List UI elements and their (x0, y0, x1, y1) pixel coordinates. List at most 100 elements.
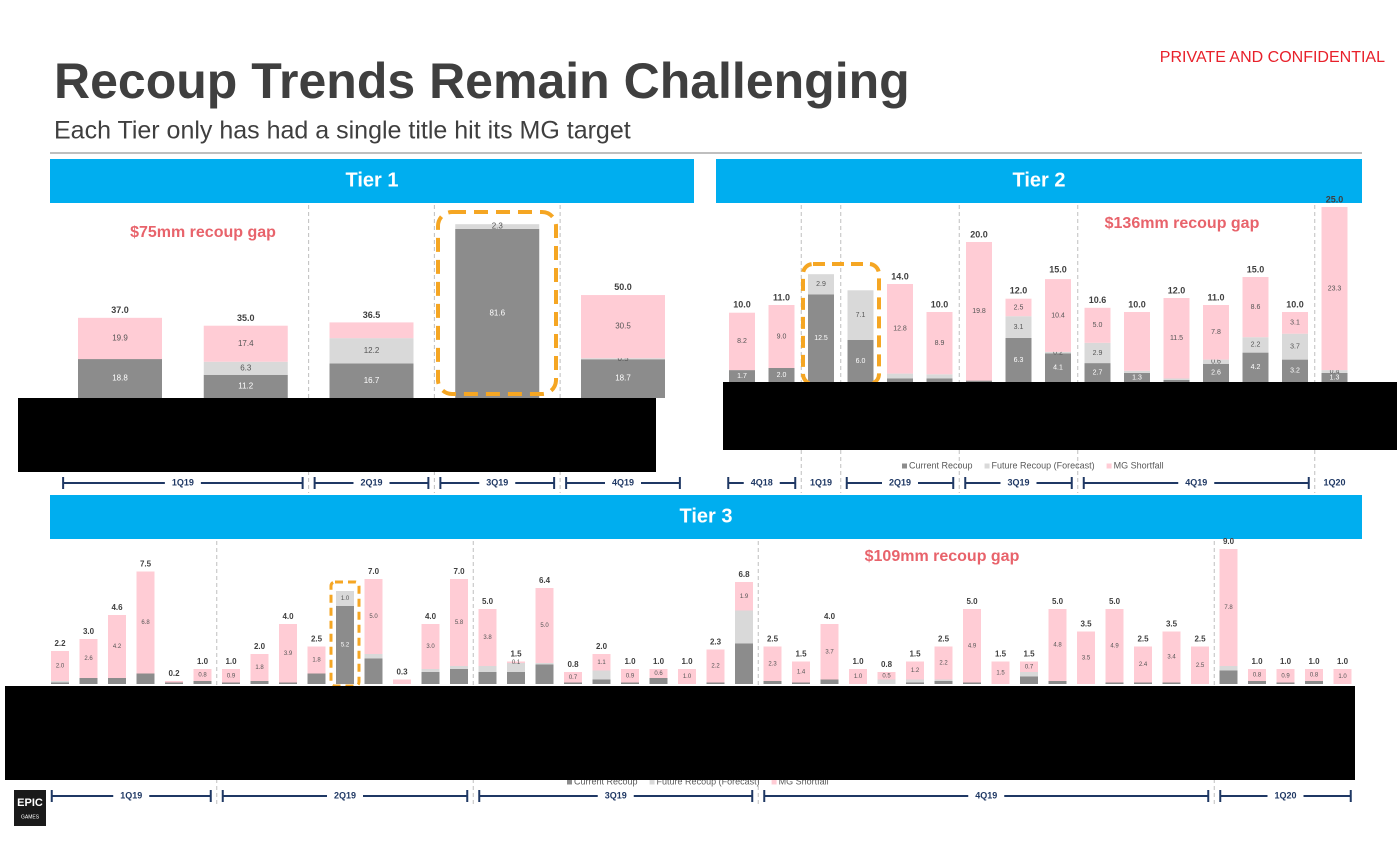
bar-segment (966, 380, 992, 382)
period-label-bg (164, 477, 201, 489)
segment-label: 19.8 (972, 308, 986, 315)
total-label: 11.0 (773, 292, 790, 302)
segment-label: 1.0 (683, 674, 692, 680)
bar-segment (193, 669, 212, 681)
total-label: 20.0 (970, 229, 988, 239)
total-label: 6.4 (539, 576, 551, 585)
bar-segment (364, 579, 383, 654)
bar-segment (592, 670, 611, 680)
bar-segment (1045, 353, 1071, 382)
segment-label: 30.5 (615, 322, 631, 331)
bar-segment (808, 294, 834, 382)
segment-label: 81.6 (489, 309, 505, 318)
logo (14, 790, 46, 826)
segment-label: 4.2 (1251, 364, 1261, 371)
total-label: 7.0 (453, 567, 465, 576)
legend-label: Future Recoup (Forecast) (657, 776, 760, 786)
segment-label: 2.6 (1211, 370, 1221, 377)
segment-label: 12.8 (893, 326, 907, 333)
legend-swatch (567, 779, 572, 785)
legend-label: Current Recoup (909, 460, 973, 470)
total-label: 0.2 (168, 669, 180, 678)
segment-label: 0.6 (654, 671, 663, 677)
bar-segment (1163, 378, 1190, 380)
bar-segment (455, 224, 540, 229)
total-label: 2.5 (767, 635, 779, 644)
bar-segment (649, 678, 668, 684)
bar-segment (1162, 631, 1181, 683)
total-label: 1.0 (1308, 657, 1320, 666)
total-label: 2.2 (54, 639, 66, 648)
total-label: 12.0 (1168, 285, 1186, 295)
bar-segment (336, 606, 354, 684)
segment-label: 0.8 (1253, 673, 1262, 679)
bar-segment (1020, 661, 1038, 672)
bar-segment (1134, 682, 1152, 684)
legend-label: Current Recoup (574, 776, 638, 786)
bar-segment (51, 681, 69, 683)
bar-segment (934, 646, 953, 680)
segment-label: 6.8 (141, 620, 150, 626)
bar-segment (1248, 681, 1266, 684)
total-label: 10.0 (1128, 299, 1146, 309)
bar-segment (222, 669, 240, 683)
annotation: $136mm recoup gap (1105, 215, 1260, 232)
bar-segment (1305, 681, 1323, 684)
segment-label: 2.6 (84, 656, 93, 662)
bar-segment (735, 582, 753, 611)
bar-segment (1005, 298, 1032, 317)
total-label: 3.5 (1080, 620, 1092, 629)
bar-segment (1084, 342, 1111, 364)
bar-segment (808, 274, 834, 295)
segment-label: 5.2 (341, 643, 350, 649)
bar-segment (768, 368, 795, 382)
segment-label: 4.8 (1053, 643, 1062, 649)
total-label: 1.5 (795, 650, 807, 659)
period-label: 2Q19 (360, 477, 382, 487)
segment-label: 4.1 (1053, 364, 1063, 371)
total-label: 0.8 (567, 660, 579, 669)
total-label: 36.5 (363, 310, 381, 320)
segment-label: 1.0 (1338, 674, 1347, 680)
bar-segment (763, 681, 782, 684)
total-label: 1.0 (681, 657, 693, 666)
bar-segment (926, 374, 953, 379)
segment-label: 2.0 (56, 664, 65, 670)
segment-label: 1.0 (854, 674, 863, 680)
segment-label: 6.3 (1014, 357, 1024, 364)
total-label: 4.0 (824, 612, 836, 621)
segment-label: 23.3 (1328, 285, 1342, 292)
bar-segment (1048, 681, 1067, 684)
bar-segment (592, 654, 611, 671)
segment-label: 0.9 (227, 673, 236, 679)
period-label-bg (113, 790, 150, 802)
bar-segment (926, 378, 953, 382)
period-label: 1Q20 (1274, 790, 1296, 800)
bar-segment (1203, 305, 1229, 360)
bar-segment (1282, 312, 1308, 334)
segment-label: 3.9 (284, 651, 293, 657)
segment-label: 18.8 (112, 374, 128, 383)
bar-segment (820, 624, 839, 680)
segment-label: 1.9 (740, 594, 749, 600)
segment-label: 3.5 (1082, 655, 1091, 661)
segment-label: 12.2 (364, 346, 380, 355)
bar-segment (1020, 672, 1038, 677)
segment-label: 2.3 (492, 222, 504, 231)
bar-segment (507, 661, 525, 663)
bar-segment (1305, 669, 1323, 681)
total-label: 1.5 (995, 650, 1007, 659)
bar-segment (364, 658, 383, 684)
total-label: 7.5 (140, 560, 152, 569)
tier-title: Tier 1 (346, 169, 399, 191)
bar-segment (51, 651, 69, 681)
segment-label: 3.4 (1167, 655, 1176, 661)
period-label-bg (479, 477, 516, 489)
bar-segment (849, 669, 867, 684)
period-label-bg (327, 790, 363, 802)
segment-label: 0.8 (198, 673, 207, 679)
segment-label: 2.2 (711, 664, 720, 670)
segment-label: 9.0 (777, 333, 787, 340)
total-label: 9.0 (1223, 537, 1235, 546)
total-label: 10.6 (1089, 295, 1107, 305)
